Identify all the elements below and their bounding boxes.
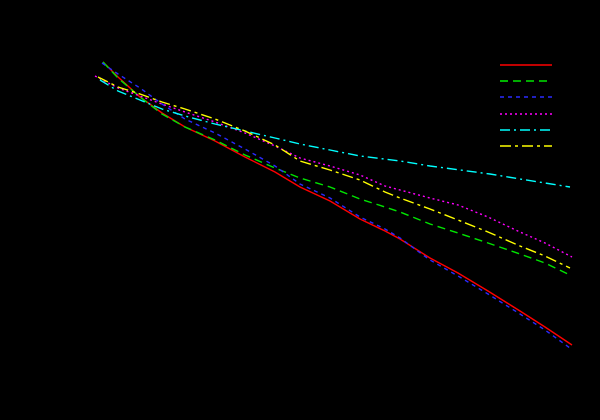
cyan-dash-dot-line <box>99 79 571 188</box>
series-lines <box>94 61 573 349</box>
legend <box>500 64 552 147</box>
yellow-dash-dot-line <box>97 76 571 269</box>
green-dashed-line <box>102 61 571 276</box>
blue-short-dash-line <box>101 62 571 349</box>
red-solid-line <box>102 61 573 346</box>
